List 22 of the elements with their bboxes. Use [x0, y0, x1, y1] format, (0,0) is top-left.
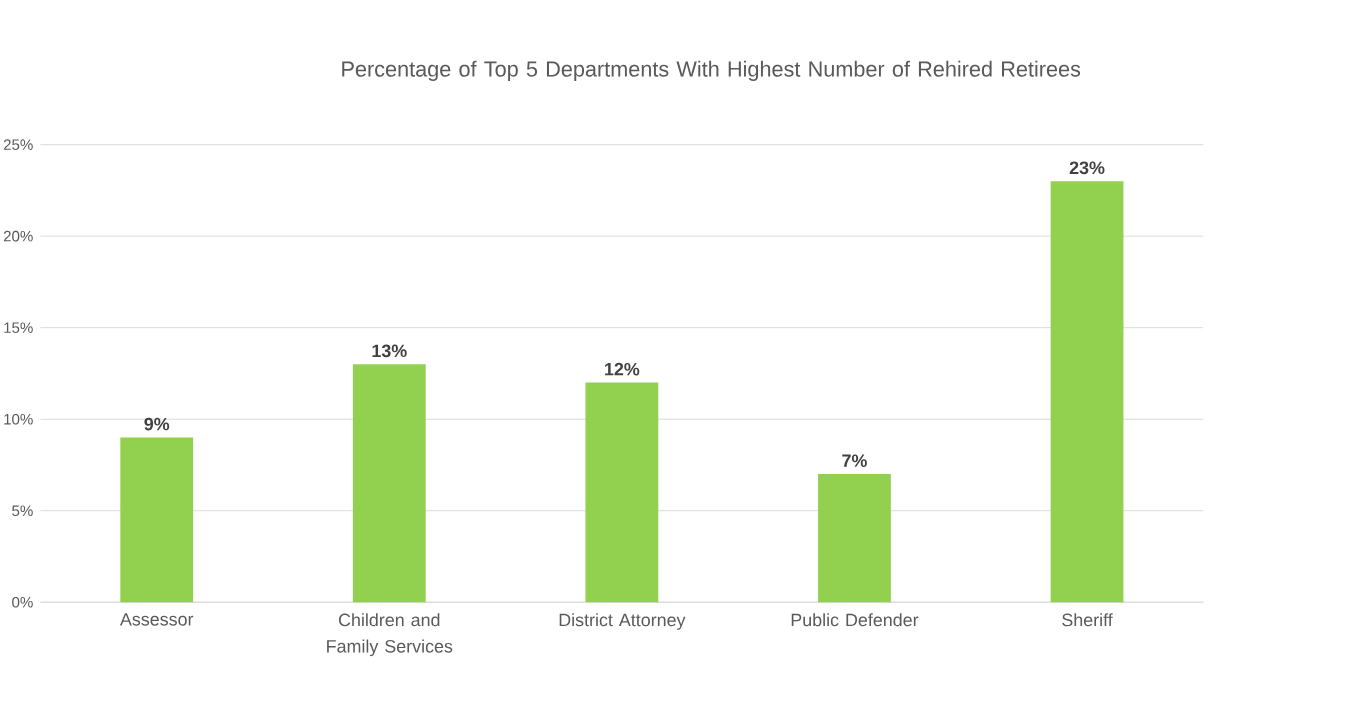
x-tick-label: Sheriff	[1062, 613, 1113, 627]
bar	[120, 437, 194, 603]
x-tick-label: Children and Family Services	[327, 613, 453, 657]
bar	[352, 364, 426, 603]
y-tick-label: 15%	[4, 322, 33, 333]
chart-title: Percentage of Top 5 Departments With Highest Number of Rehired Retirees	[342, 60, 1081, 81]
bar	[1050, 181, 1124, 603]
bar	[818, 473, 891, 603]
x-tick-label: Assessor	[119, 613, 194, 626]
y-tick-label: 25%	[3, 139, 33, 150]
bar	[585, 382, 659, 603]
data-label: 7%	[842, 454, 867, 467]
y-tick-label: 10%	[4, 413, 33, 425]
x-tick-label: District Attorney	[559, 613, 686, 630]
y-tick-label: 20%	[3, 230, 33, 242]
data-label: 12%	[605, 362, 640, 376]
x-tick-label: Public Defender	[791, 613, 919, 627]
data-label: 9%	[144, 417, 170, 431]
data-label: 13%	[372, 344, 407, 358]
data-label: 23%	[1069, 161, 1105, 175]
y-tick-label: 5%	[12, 505, 33, 516]
y-tick-label: 0%	[12, 596, 33, 608]
